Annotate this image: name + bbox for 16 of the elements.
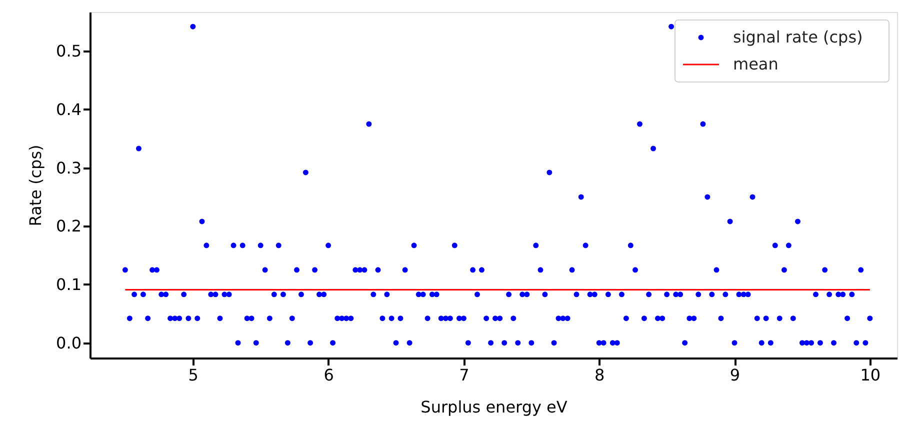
- y-tick-label: 0.3: [56, 158, 82, 178]
- y-tick-label: 0.1: [56, 274, 82, 294]
- y-tick-label: 0.4: [56, 100, 82, 119]
- y-tick-label: 0.5: [56, 42, 82, 61]
- x-tick-label: 10: [860, 366, 881, 384]
- x-tick-label: 7: [459, 366, 470, 384]
- x-axis-title: Surplus energy eV: [420, 398, 568, 416]
- y-tick-label: 0.0: [56, 333, 82, 352]
- y-tick-label: 0.2: [56, 216, 82, 236]
- legend-label: signal rate (cps): [733, 28, 863, 46]
- legend-label: mean: [733, 54, 778, 74]
- x-tick-label: 9: [730, 366, 740, 384]
- x-tick-label: 8: [594, 366, 605, 384]
- x-tick-label: 6: [324, 366, 334, 384]
- y-axis-title: Rate (cps): [26, 144, 46, 226]
- x-tick-label: 5: [188, 366, 198, 384]
